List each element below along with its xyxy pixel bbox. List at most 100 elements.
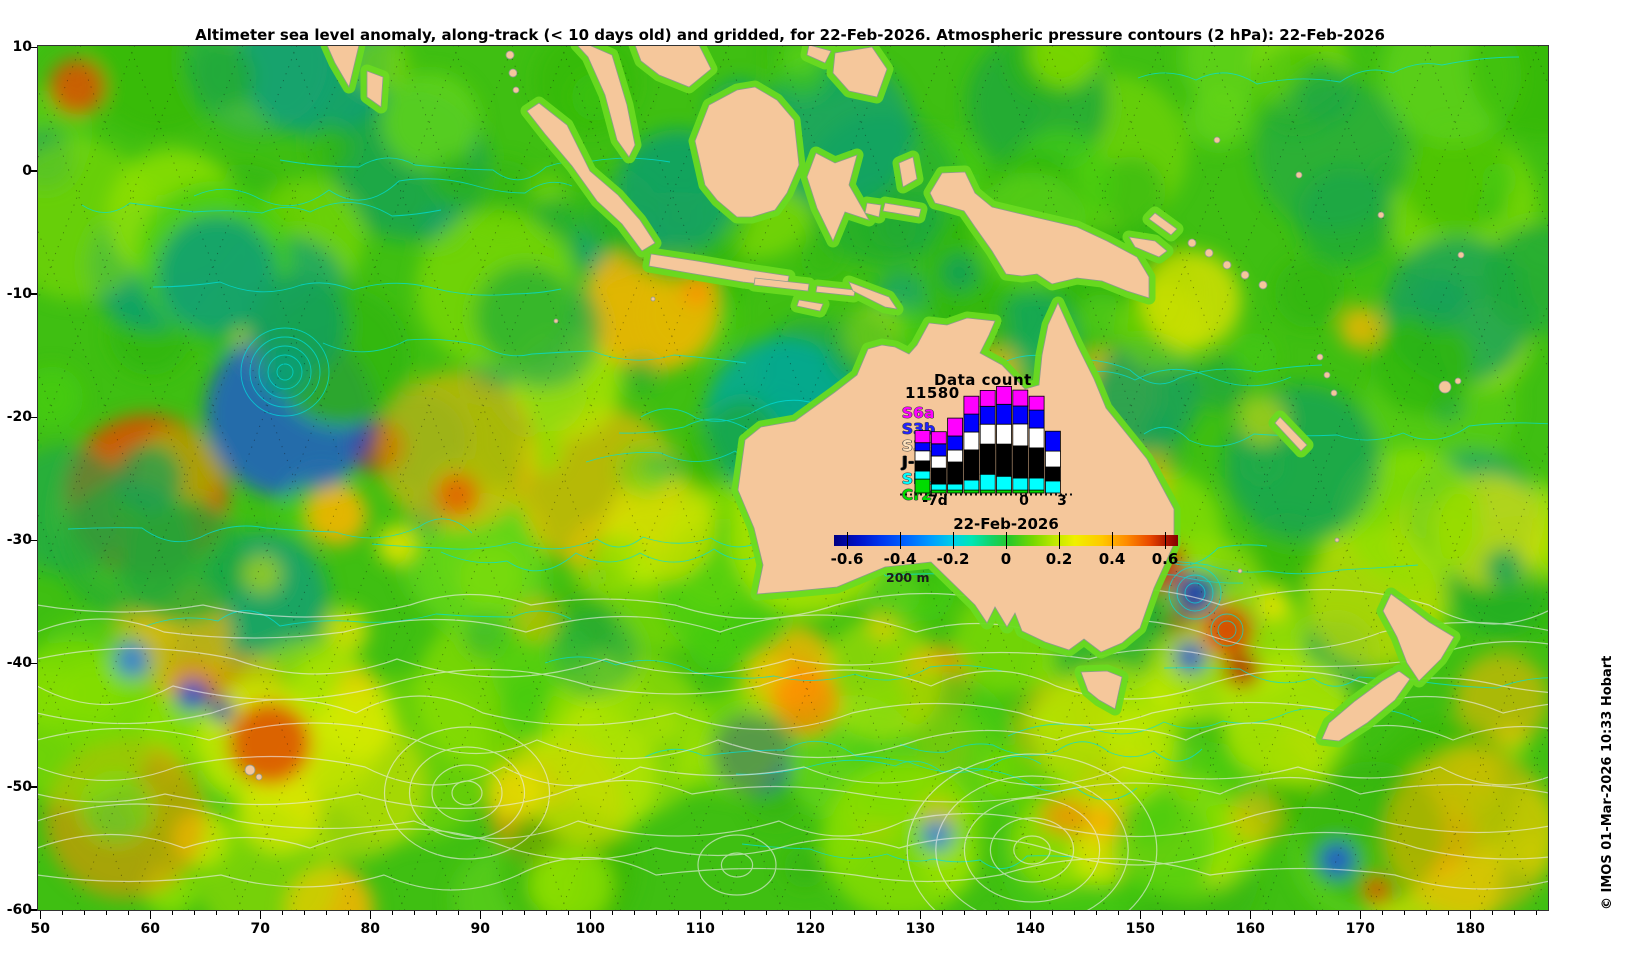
lon-tick xyxy=(589,911,592,919)
colorbar-tick xyxy=(1165,532,1166,549)
lon-minor-tick xyxy=(677,911,679,915)
bar-segment-srl xyxy=(1012,477,1029,491)
lat-tick-label: -10 xyxy=(6,285,32,302)
lon-minor-tick xyxy=(105,911,107,915)
colorbar-tick xyxy=(1006,532,1007,549)
lat-tick-label: -30 xyxy=(6,532,32,549)
bar-segment-s3b xyxy=(947,435,963,451)
bar-segment-s3a xyxy=(947,449,963,463)
lon-minor-tick xyxy=(1337,911,1339,915)
lon-tick xyxy=(149,911,152,919)
isobath-label: 200 m xyxy=(886,570,930,585)
bar-segment-s3a xyxy=(963,431,980,451)
lon-minor-tick xyxy=(523,911,525,915)
bar-chart-x-tick-label: -7d xyxy=(922,493,948,509)
lon-minor-tick xyxy=(1535,911,1537,915)
lat-tick-label: -60 xyxy=(6,901,32,918)
lon-tick-label: 140 xyxy=(1015,921,1045,937)
lat-tick-label: 10 xyxy=(12,39,32,56)
lon-minor-tick xyxy=(633,911,635,915)
bar-segment-j-3 xyxy=(979,443,996,475)
lon-minor-tick xyxy=(347,911,349,915)
bar-segment-srl xyxy=(947,483,963,491)
colorbar-tick-label: -0.2 xyxy=(936,550,970,568)
lon-tick-label: 50 xyxy=(30,921,51,937)
bar-segment-s3a xyxy=(914,450,931,462)
lon-minor-tick xyxy=(83,911,85,915)
lon-tick-label: 120 xyxy=(795,921,825,937)
lon-minor-tick xyxy=(1513,911,1515,915)
lon-minor-tick xyxy=(985,911,987,915)
bar-chart-x-tick-label: 3 xyxy=(1057,493,1067,509)
lon-tick-label: 150 xyxy=(1125,921,1155,937)
lon-tick-label: 130 xyxy=(905,921,935,937)
bar-segment-s3b xyxy=(963,413,980,433)
lon-tick xyxy=(479,911,482,919)
bar-chart-x-tick-label: 0 xyxy=(1019,493,1029,509)
lon-tick xyxy=(1249,911,1252,919)
lon-tick-label: 110 xyxy=(685,921,715,937)
lon-minor-tick xyxy=(1447,911,1449,915)
bar-segment-s6a xyxy=(996,385,1012,405)
bar-segment-cr2 xyxy=(979,489,996,494)
lon-minor-tick xyxy=(1491,911,1493,915)
lon-minor-tick xyxy=(545,911,547,915)
lon-tick xyxy=(259,911,262,919)
lon-minor-tick xyxy=(1183,911,1185,915)
plot-title: Altimeter sea level anomaly, along-track… xyxy=(195,26,1385,44)
lon-minor-tick xyxy=(1403,911,1405,915)
lon-tick-label: 160 xyxy=(1235,921,1265,937)
lon-minor-tick xyxy=(831,911,833,915)
lon-tick xyxy=(1029,911,1032,919)
bar-segment-s3b xyxy=(996,403,1012,425)
colorbar-date-label: 22-Feb-2026 xyxy=(953,515,1059,533)
lon-minor-tick xyxy=(391,911,393,915)
lat-tick-label: -40 xyxy=(6,655,32,672)
lon-minor-tick xyxy=(171,911,173,915)
lon-minor-tick xyxy=(435,911,437,915)
lon-minor-tick xyxy=(1293,911,1295,915)
lon-tick-label: 80 xyxy=(360,921,381,937)
lon-minor-tick xyxy=(765,911,767,915)
lon-minor-tick xyxy=(1161,911,1163,915)
data-count-bar-chart xyxy=(900,385,1073,496)
lat-tick xyxy=(29,293,37,295)
legend-title: Data count xyxy=(934,371,1032,389)
bar-segment-s6a xyxy=(1012,389,1029,407)
colorbar-tick-label: 0.2 xyxy=(1045,550,1073,568)
lon-minor-tick xyxy=(567,911,569,915)
colorbar-tick-label: 0.4 xyxy=(1098,550,1126,568)
lat-tick xyxy=(29,416,37,419)
lon-minor-tick xyxy=(303,911,305,915)
bar-segment-s3a xyxy=(930,455,947,469)
bar-segment-j-3 xyxy=(1012,445,1029,479)
lon-minor-tick xyxy=(655,911,657,915)
lon-tick-label: 100 xyxy=(575,921,605,937)
lon-minor-tick xyxy=(875,911,877,915)
credit-text: © IMOS 01-Mar-2026 10:33 Hobart xyxy=(1600,655,1615,910)
lon-minor-tick xyxy=(1051,911,1053,915)
lon-minor-tick xyxy=(281,911,283,915)
bar-segment-cr2 xyxy=(914,478,931,494)
lon-tick-label: 90 xyxy=(470,921,491,937)
lon-minor-tick xyxy=(1425,911,1427,915)
bar-segment-srl xyxy=(979,473,996,491)
lat-tick xyxy=(29,909,37,911)
lon-tick xyxy=(369,911,372,919)
lat-tick-label: -50 xyxy=(6,778,32,795)
lon-minor-tick xyxy=(325,911,327,915)
bar-segment-s3b xyxy=(1044,430,1061,452)
colorbar-tick xyxy=(1059,532,1060,549)
lon-tick xyxy=(809,911,812,919)
bar-segment-s3b xyxy=(930,443,947,457)
bar-segment-srl xyxy=(1028,477,1045,491)
bar-segment-s6a xyxy=(930,431,947,445)
bar-segment-s6a xyxy=(1028,395,1045,411)
bar-segment-s3a xyxy=(1044,450,1061,468)
map-canvas xyxy=(37,45,1549,911)
lat-tick xyxy=(29,46,37,49)
bar-segment-s6a xyxy=(947,417,963,437)
colorbar-tick xyxy=(900,532,901,549)
lat-tick xyxy=(29,539,37,542)
